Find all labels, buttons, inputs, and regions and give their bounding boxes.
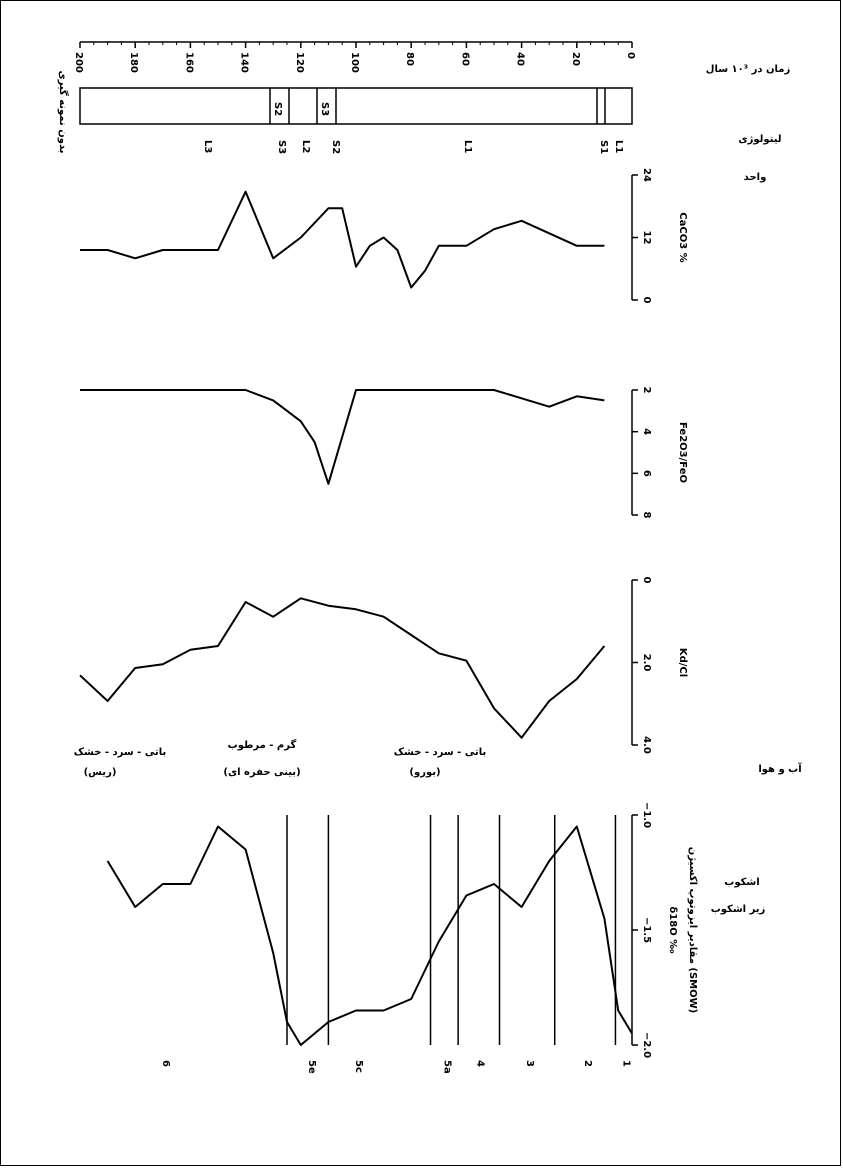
panel-tick-label: 2: [641, 387, 652, 394]
age-axis-label: زمان در ۱۰³ سال: [706, 64, 791, 75]
panel-tick-label: 2.0: [641, 654, 652, 672]
stage-label: 5e: [306, 1060, 317, 1074]
panel-tick-label: 0: [641, 297, 652, 304]
stage-label: 5a: [441, 1060, 452, 1074]
unit-code: S1: [598, 140, 609, 154]
age-axis: 0 20 40 60 80 100 120 140 160 180 200 زمان در ۱۰³ …: [73, 41, 791, 75]
lithology-inner-label: S2: [272, 102, 283, 116]
unit-code: S2: [330, 140, 341, 154]
age-tick-label: 200: [73, 52, 84, 73]
stage-label: 6: [160, 1060, 171, 1067]
lithology-column: S2 S3 لیتولوژی واحد بدون نمونه گیری: [57, 70, 782, 183]
climate-sublabel: (بینی حفره ای): [223, 767, 300, 778]
series-line: [79, 597, 606, 739]
stage-axis-label: اشکوب: [724, 877, 759, 888]
panel-tick-label: 4: [641, 428, 652, 435]
age-tick-label: 180: [128, 52, 139, 73]
panel-tick-label: 12: [641, 231, 652, 245]
age-tick-label: 40: [515, 52, 526, 66]
stage-labels: اشکوب زیر اشکوب 1 2 3 4 5a 5c 5e 6: [160, 815, 766, 1074]
climate-sublabel: (ریس): [84, 767, 117, 778]
unit-code: L3: [202, 140, 213, 153]
unit-codes: L1 S1 L1 S2 L2 S3 L3: [202, 140, 624, 154]
age-tick-label: 160: [183, 52, 194, 73]
series-line: [80, 389, 605, 485]
lithology-inner-label: S3: [319, 102, 330, 116]
stage-label: 5c: [353, 1060, 364, 1073]
age-tick-label: 140: [239, 52, 250, 73]
unit-label: واحد: [744, 172, 767, 183]
series-line: [106, 825, 633, 1046]
unit-code: L2: [300, 140, 311, 153]
stage-label: 1: [621, 1060, 632, 1067]
climate-sublabel: (بورو): [409, 767, 440, 778]
unit-code: L1: [462, 140, 473, 153]
climate-labels: آب و هوا باتی - سرد - خشک (بورو) گرم - م…: [74, 738, 802, 778]
age-tick-label: 20: [570, 52, 581, 66]
panel-tick-label: −1.0: [641, 802, 652, 828]
lithology-label: لیتولوژی: [738, 134, 781, 145]
climate-label: باتی - سرد - خشک: [74, 747, 166, 758]
climate-label: گرم - مرطوب: [228, 738, 297, 751]
chart-panel: 0 2.0 4.0 Kd/Cl: [79, 577, 688, 754]
unit-code: L1: [613, 140, 624, 153]
stage-axis-sublabel: زیر اشکوب: [711, 904, 766, 915]
age-tick-label: 100: [349, 52, 360, 73]
age-tick-label: 60: [459, 52, 470, 66]
panel-tick-label: 4.0: [641, 736, 652, 754]
stage-label: 3: [524, 1060, 535, 1067]
panel-tick-label: 0: [641, 577, 652, 584]
chart-panel: 2 4 6 8 Fe2O3/FeO: [80, 387, 688, 519]
age-tick-label: 0: [625, 52, 636, 59]
stage-label: 4: [474, 1060, 485, 1067]
panel-tick-label: −1.5: [641, 917, 652, 943]
climate-label: باتی - سرد - خشک: [394, 747, 486, 758]
stage-label: 2: [582, 1060, 593, 1067]
age-tick-label: 120: [294, 52, 305, 73]
panel-title: CaCO3 %: [677, 212, 688, 262]
panel-tick-label: 24: [641, 168, 652, 182]
panel-ylabel: δ18O ‰: [667, 906, 678, 954]
series-line: [80, 190, 605, 289]
chart-panel: −1.0 −1.5 −2.0 مقادیر ایزوتوپ اکسیژن (SMOW)…: [106, 802, 698, 1058]
age-tick-label: 80: [404, 52, 415, 66]
climate-axis-label: آب و هوا: [758, 762, 802, 775]
panel-tick-label: 6: [641, 470, 652, 477]
unsampled-label: بدون نمونه گیری: [57, 70, 70, 153]
unit-code: S3: [276, 140, 287, 154]
panel-title: Kd/Cl: [677, 648, 688, 677]
panel-title: مقادیر ایزوتوپ اکسیژن (SMOW): [687, 847, 698, 1013]
chart-panel: 24 12 0 CaCO3 %: [80, 168, 688, 304]
panel-tick-label: −2.0: [641, 1032, 652, 1058]
panel-title: Fe2O3/FeO: [677, 422, 688, 483]
panel-tick-label: 8: [641, 512, 652, 519]
